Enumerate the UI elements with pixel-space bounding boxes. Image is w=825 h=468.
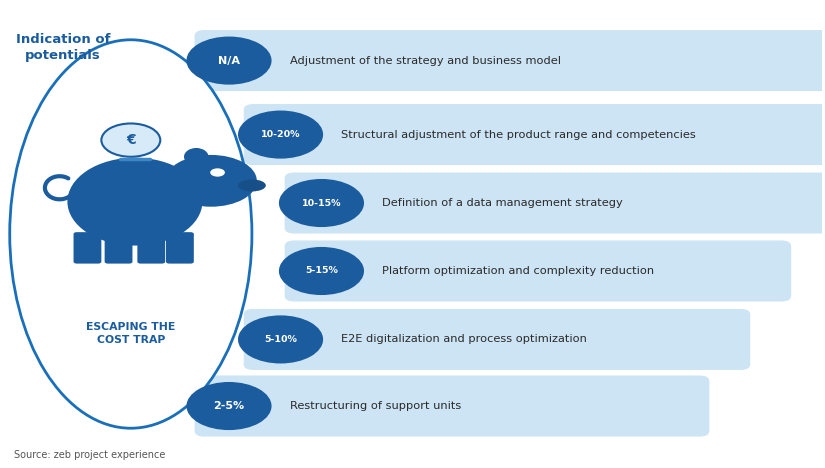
Circle shape: [210, 168, 225, 176]
Circle shape: [279, 179, 364, 227]
Text: 10-20%: 10-20%: [261, 130, 300, 139]
FancyBboxPatch shape: [138, 232, 165, 263]
Text: ESCAPING THE
COST TRAP: ESCAPING THE COST TRAP: [86, 322, 176, 345]
FancyBboxPatch shape: [105, 232, 133, 263]
FancyBboxPatch shape: [73, 232, 101, 263]
FancyBboxPatch shape: [166, 232, 194, 263]
Ellipse shape: [10, 40, 252, 428]
Text: Structural adjustment of the product range and competencies: Structural adjustment of the product ran…: [341, 130, 695, 139]
Text: 2-5%: 2-5%: [214, 401, 244, 411]
Text: 10-15%: 10-15%: [302, 198, 342, 207]
Circle shape: [238, 315, 323, 364]
FancyBboxPatch shape: [195, 30, 825, 91]
Text: 5-10%: 5-10%: [264, 335, 297, 344]
Circle shape: [101, 124, 160, 157]
Text: Adjustment of the strategy and business model: Adjustment of the strategy and business …: [290, 56, 560, 66]
Text: Definition of a data management strategy: Definition of a data management strategy: [382, 198, 623, 208]
Circle shape: [186, 382, 271, 430]
Text: Source: zeb project experience: Source: zeb project experience: [14, 450, 165, 460]
Text: E2E digitalization and process optimization: E2E digitalization and process optimizat…: [341, 335, 587, 344]
FancyBboxPatch shape: [285, 173, 825, 234]
Circle shape: [279, 247, 364, 295]
Text: Platform optimization and complexity reduction: Platform optimization and complexity red…: [382, 266, 654, 276]
Circle shape: [238, 110, 323, 159]
FancyBboxPatch shape: [243, 104, 825, 165]
Text: N/A: N/A: [218, 56, 240, 66]
Text: €: €: [126, 133, 135, 147]
FancyBboxPatch shape: [243, 309, 750, 370]
Text: 5-15%: 5-15%: [305, 266, 338, 276]
FancyBboxPatch shape: [285, 241, 791, 301]
Circle shape: [186, 37, 271, 85]
Ellipse shape: [68, 158, 202, 246]
Ellipse shape: [238, 179, 266, 191]
Circle shape: [165, 155, 257, 207]
FancyBboxPatch shape: [195, 375, 710, 437]
Ellipse shape: [184, 148, 209, 166]
Text: Indication of
potentials: Indication of potentials: [16, 33, 111, 62]
Text: Restructuring of support units: Restructuring of support units: [290, 401, 461, 411]
